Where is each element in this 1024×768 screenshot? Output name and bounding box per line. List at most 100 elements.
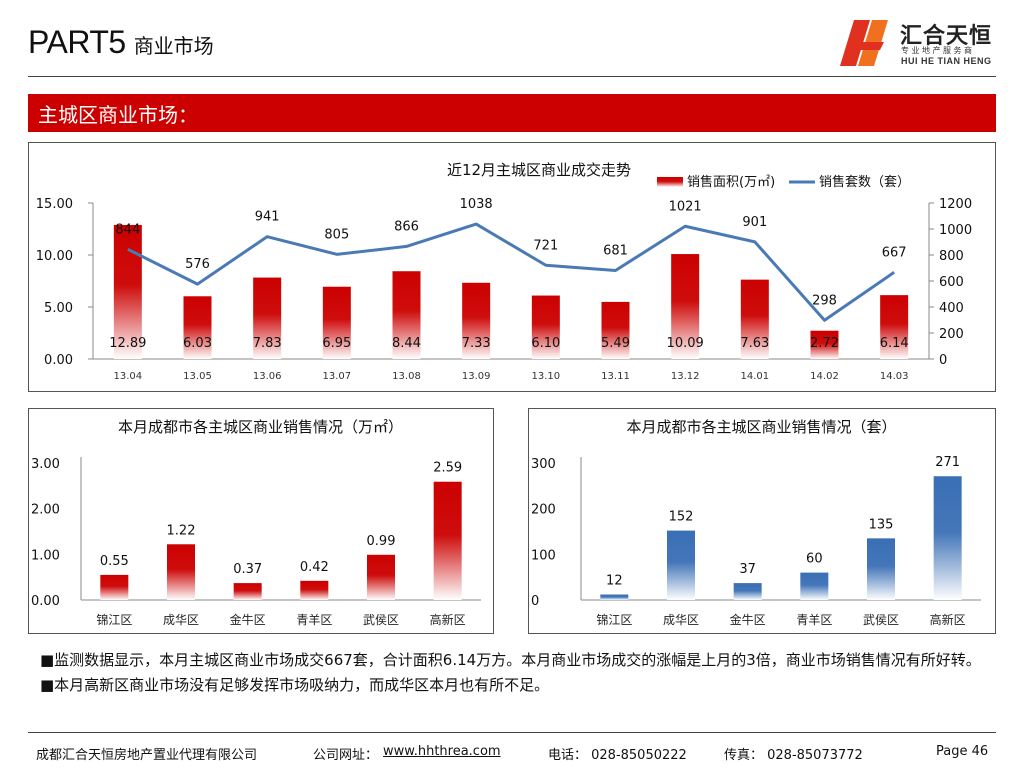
bar-area — [671, 254, 700, 359]
company-logo: 汇合天恒 专业地产服务商 HUI HE TIAN HENG — [840, 18, 1000, 68]
bar-label: 1.22 — [167, 523, 196, 538]
footer-website-link[interactable]: www.hhthrea.com — [383, 744, 501, 759]
footer-divider — [28, 732, 996, 733]
bar — [300, 580, 329, 600]
bar — [600, 594, 629, 600]
bar — [800, 572, 829, 600]
page-header: PART5 商业市场 — [28, 24, 214, 64]
bar-area — [810, 330, 839, 359]
point-label-units: 721 — [533, 238, 558, 253]
bar — [233, 583, 262, 600]
bar-area — [601, 301, 630, 359]
bar-label: 60 — [806, 552, 823, 567]
point-label-units: 901 — [742, 215, 767, 230]
y-tick-label-right: 200 — [939, 327, 964, 342]
bar-label-area: 6.14 — [880, 336, 909, 351]
point-label-units: 866 — [394, 219, 419, 234]
bar-area — [322, 286, 351, 359]
y-tick-label-right: 800 — [939, 249, 964, 264]
x-tick-label: 武侯区 — [863, 613, 899, 627]
bar-label: 135 — [869, 517, 894, 532]
bar — [667, 530, 695, 600]
y-tick-label: 100 — [531, 548, 556, 563]
y-tick-label-left: 10.00 — [36, 249, 73, 264]
bar-label: 0.42 — [300, 560, 329, 575]
point-label-units: 576 — [185, 257, 210, 272]
footer: 成都汇合天恒房地产置业代理有限公司 公司网址： www.hhthrea.com … — [36, 744, 996, 764]
area-chart-panel: 本月成都市各主城区商业销售情况（万㎡） 0.00 1.00 2.00 3.00 0.55 锦… — [28, 408, 494, 634]
x-tick-label: 高新区 — [930, 612, 966, 627]
bar — [867, 538, 895, 600]
point-label-units: 681 — [603, 243, 628, 258]
point-label-units: 667 — [882, 245, 907, 260]
bar-label-area: 2.72 — [810, 336, 839, 351]
bar-area — [740, 279, 769, 359]
y-tick-label: 0 — [531, 594, 539, 609]
footer-company: 成都汇合天恒房地产置业代理有限公司 — [36, 748, 258, 763]
x-tick-label: 锦江区 — [96, 613, 132, 627]
bar — [733, 583, 762, 600]
bar-label: 37 — [739, 562, 756, 577]
bar-area — [253, 277, 282, 359]
bar-label: 0.55 — [100, 554, 129, 569]
point-label-units: 1021 — [669, 199, 702, 214]
units-by-district-chart: 本月成都市各主城区商业销售情况（套） 0 100 200 300 12 锦江区 152 成华区 3… — [531, 418, 981, 627]
legend-label-units: 销售套数（套） — [819, 174, 910, 190]
x-tick-label: 13.09 — [462, 371, 491, 382]
section-title: 商业市场 — [133, 34, 214, 58]
point-label-units: 844 — [115, 222, 140, 237]
bar — [933, 476, 962, 600]
bar — [367, 554, 395, 600]
area-by-district-chart: 本月成都市各主城区商业销售情况（万㎡） 0.00 1.00 2.00 3.00 0.55 锦… — [31, 418, 481, 627]
x-tick-label: 14.03 — [880, 371, 909, 382]
chart-title: 近12月主城区商业成交走势 — [447, 161, 631, 179]
point-label-units: 298 — [812, 293, 837, 308]
logo-tagline: 专业地产服务商 — [901, 46, 975, 55]
x-tick-label: 14.01 — [741, 371, 770, 382]
y-tick-label-left: 15.00 — [36, 197, 73, 212]
y-tick-label: 3.00 — [31, 457, 60, 472]
x-tick-label: 武侯区 — [363, 613, 399, 627]
footer-website-label: 公司网址： — [313, 748, 379, 763]
y-tick-label: 0.00 — [31, 594, 60, 609]
bar-label-area: 10.09 — [667, 336, 704, 351]
x-tick-label: 成华区 — [163, 613, 199, 627]
point-label-units: 805 — [324, 227, 349, 242]
logo-name-en: HUI HE TIAN HENG — [901, 56, 992, 66]
legend-swatch-area — [657, 177, 683, 187]
point-label-units: 941 — [255, 210, 280, 225]
x-tick-label: 成华区 — [663, 613, 699, 627]
y-tick-label-right: 600 — [939, 275, 964, 290]
logo-mark-icon — [840, 20, 888, 66]
bar-area — [462, 282, 491, 359]
y-tick-label-left: 0.00 — [44, 353, 73, 368]
x-tick-label: 青羊区 — [796, 612, 832, 627]
x-tick-label: 金牛区 — [230, 612, 266, 627]
bar-label-area: 6.95 — [322, 336, 351, 351]
chart-title: 本月成都市各主城区商业销售情况（套） — [626, 418, 896, 436]
bar-label: 0.99 — [367, 534, 396, 549]
bar-label: 12 — [606, 574, 623, 589]
footer-fax: 传真： 028-85073772 — [724, 748, 863, 763]
bar-area — [880, 295, 909, 359]
y-tick-label-right: 400 — [939, 301, 964, 316]
bar-label-area: 8.44 — [392, 336, 421, 351]
x-tick-label: 锦江区 — [596, 613, 632, 627]
bar-label-area: 6.10 — [531, 336, 560, 351]
bar-label-area: 7.33 — [462, 336, 491, 351]
x-tick-label: 13.12 — [671, 371, 700, 382]
bar-label: 0.37 — [233, 562, 262, 577]
chart-title: 本月成都市各主城区商业销售情况（万㎡） — [118, 418, 403, 436]
bar-label-area: 12.89 — [109, 336, 146, 351]
y-tick-label-right: 1200 — [939, 197, 972, 212]
bar-label: 2.59 — [433, 461, 462, 476]
y-tick-label: 300 — [531, 457, 556, 472]
x-tick-label: 高新区 — [430, 612, 466, 627]
x-tick-label: 13.04 — [114, 371, 143, 382]
point-label-units: 1038 — [460, 197, 493, 212]
bar-area — [392, 271, 421, 359]
analysis-notes: ■监测数据显示，本月主城区商业市场成交667套，合计面积6.14万方。本月商业市… — [40, 648, 990, 698]
section-banner: 主城区商业市场： — [28, 94, 996, 132]
y-tick-label: 200 — [531, 503, 556, 518]
part-label: PART5 — [28, 24, 126, 60]
